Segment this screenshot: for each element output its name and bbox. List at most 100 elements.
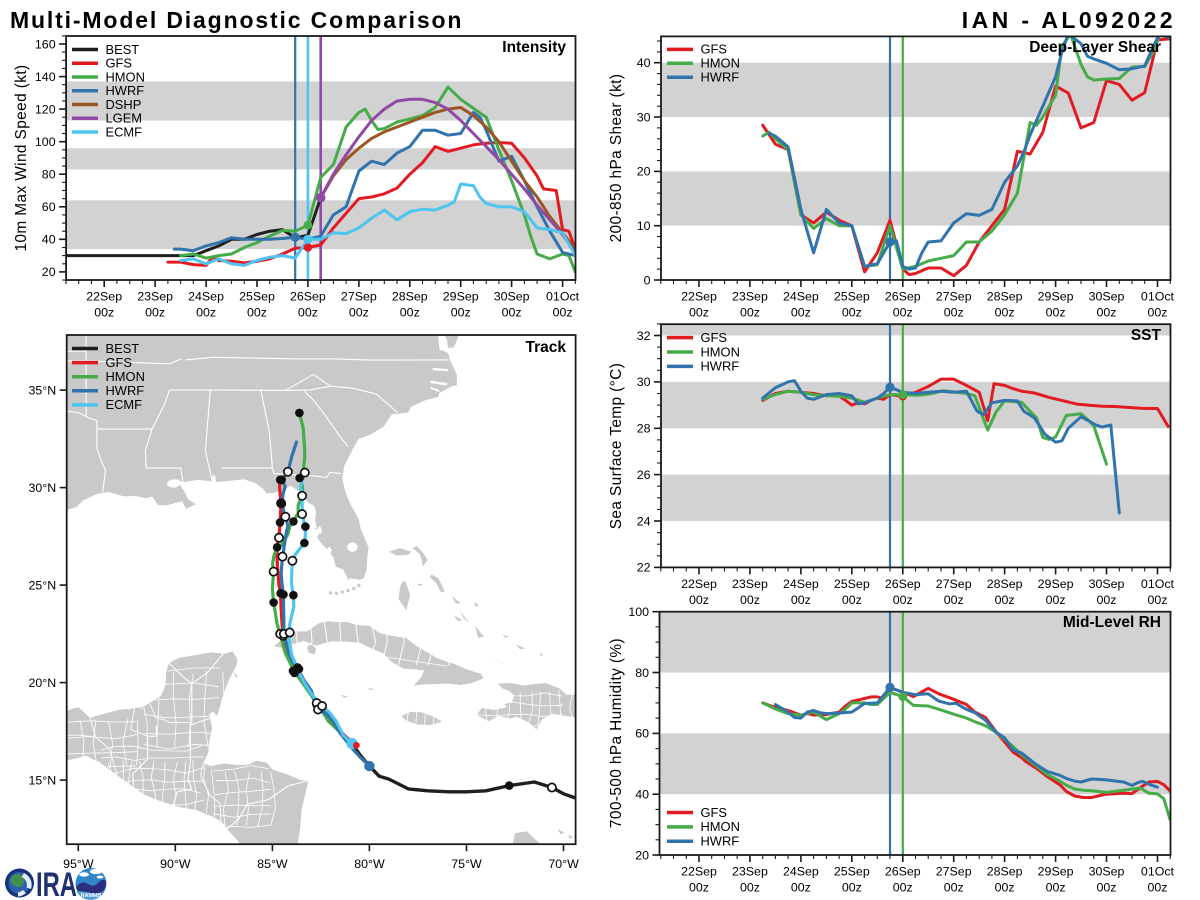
svg-text:25Sep: 25Sep [834,290,870,304]
svg-text:DSHP: DSHP [106,97,142,112]
svg-text:140: 140 [35,70,56,84]
svg-text:26Sep: 26Sep [885,865,921,879]
svg-text:20: 20 [635,848,649,862]
svg-text:Multi-Model Diagnostic Compari: Multi-Model Diagnostic Comparison [10,7,463,33]
svg-text:RAMMB: RAMMB [81,893,102,899]
svg-text:95°W: 95°W [63,857,94,871]
svg-text:01Oct: 01Oct [1141,865,1175,879]
svg-text:10: 10 [637,219,651,233]
svg-text:23Sep: 23Sep [732,577,768,591]
svg-text:00z: 00z [94,306,114,320]
svg-text:24Sep: 24Sep [783,577,819,591]
svg-text:22Sep: 22Sep [86,290,122,304]
svg-text:00z: 00z [893,306,913,320]
svg-text:ECMF: ECMF [106,397,143,412]
svg-text:100: 100 [628,605,649,619]
svg-text:00z: 00z [1046,881,1066,895]
svg-text:26Sep: 26Sep [290,290,326,304]
svg-text:24Sep: 24Sep [783,865,819,879]
svg-text:29Sep: 29Sep [443,290,479,304]
svg-text:00z: 00z [1097,593,1117,607]
svg-text:00z: 00z [196,306,216,320]
svg-text:00z: 00z [944,306,964,320]
svg-text:Deep-Layer Shear: Deep-Layer Shear [1029,39,1161,56]
svg-text:00z: 00z [740,881,760,895]
svg-text:00z: 00z [1147,881,1167,895]
svg-text:40: 40 [637,56,651,70]
svg-text:01Oct: 01Oct [546,290,580,304]
svg-text:10m Max Wind Speed (kt): 10m Max Wind Speed (kt) [13,64,30,251]
svg-text:IRA: IRA [36,866,77,900]
svg-text:00z: 00z [247,306,267,320]
svg-text:00z: 00z [400,306,420,320]
svg-text:200-850 hPa Shear (kt): 200-850 hPa Shear (kt) [608,74,625,243]
svg-text:HMON: HMON [701,819,740,834]
svg-text:HMON: HMON [106,369,145,384]
svg-text:00z: 00z [145,306,165,320]
svg-text:00z: 00z [995,593,1015,607]
svg-text:HMON: HMON [701,344,740,359]
svg-text:00z: 00z [689,881,709,895]
svg-text:BEST: BEST [106,341,140,356]
svg-text:00z: 00z [502,306,522,320]
svg-text:75°W: 75°W [451,857,482,871]
svg-text:00z: 00z [893,881,913,895]
svg-text:SST: SST [1131,327,1162,344]
svg-text:00z: 00z [451,306,471,320]
svg-text:00z: 00z [1046,593,1066,607]
svg-text:700-500 hPa Humidity (%): 700-500 hPa Humidity (%) [608,638,625,828]
svg-text:00z: 00z [1147,306,1167,320]
svg-text:30Sep: 30Sep [494,290,530,304]
svg-text:00z: 00z [944,881,964,895]
svg-text:23Sep: 23Sep [732,290,768,304]
svg-text:00z: 00z [1097,881,1117,895]
svg-text:01Oct: 01Oct [1141,290,1175,304]
svg-text:00z: 00z [689,306,709,320]
svg-text:HWRF: HWRF [701,359,740,374]
svg-text:LGEM: LGEM [106,111,143,126]
svg-text:HWRF: HWRF [701,834,740,849]
svg-text:30: 30 [637,110,651,124]
svg-text:GFS: GFS [106,355,133,370]
svg-text:24Sep: 24Sep [783,290,819,304]
svg-text:00z: 00z [791,306,811,320]
svg-text:00z: 00z [791,593,811,607]
svg-text:30: 30 [637,375,651,389]
svg-text:00z: 00z [842,593,862,607]
svg-text:25°N: 25°N [29,578,57,592]
svg-text:HWRF: HWRF [701,70,740,85]
svg-text:Mid-Level RH: Mid-Level RH [1063,614,1161,631]
svg-text:28: 28 [637,422,651,436]
svg-text:23Sep: 23Sep [732,865,768,879]
svg-text:00z: 00z [944,593,964,607]
svg-text:35°N: 35°N [29,383,57,397]
svg-text:30Sep: 30Sep [1089,577,1125,591]
svg-text:27Sep: 27Sep [341,290,377,304]
svg-text:20°N: 20°N [29,676,57,690]
svg-text:29Sep: 29Sep [1038,290,1074,304]
svg-text:00z: 00z [791,881,811,895]
svg-text:29Sep: 29Sep [1038,577,1074,591]
svg-text:00z: 00z [1046,306,1066,320]
svg-text:80: 80 [42,168,56,182]
svg-text:20: 20 [637,165,651,179]
svg-text:HWRF: HWRF [106,83,145,98]
svg-text:25Sep: 25Sep [834,865,870,879]
svg-text:GFS: GFS [701,42,728,57]
svg-text:00z: 00z [842,306,862,320]
svg-text:28Sep: 28Sep [392,290,428,304]
svg-text:29Sep: 29Sep [1038,865,1074,879]
svg-text:40: 40 [635,787,649,801]
svg-text:25Sep: 25Sep [239,290,275,304]
svg-text:00z: 00z [689,593,709,607]
svg-text:Track: Track [525,339,566,356]
svg-text:26: 26 [637,468,651,482]
svg-text:HMON: HMON [701,56,740,71]
svg-text:80°W: 80°W [354,857,385,871]
svg-text:BEST: BEST [106,42,140,57]
svg-text:26Sep: 26Sep [885,577,921,591]
svg-text:22Sep: 22Sep [681,290,717,304]
svg-text:22Sep: 22Sep [681,865,717,879]
svg-text:00z: 00z [842,881,862,895]
svg-text:00z: 00z [1097,306,1117,320]
